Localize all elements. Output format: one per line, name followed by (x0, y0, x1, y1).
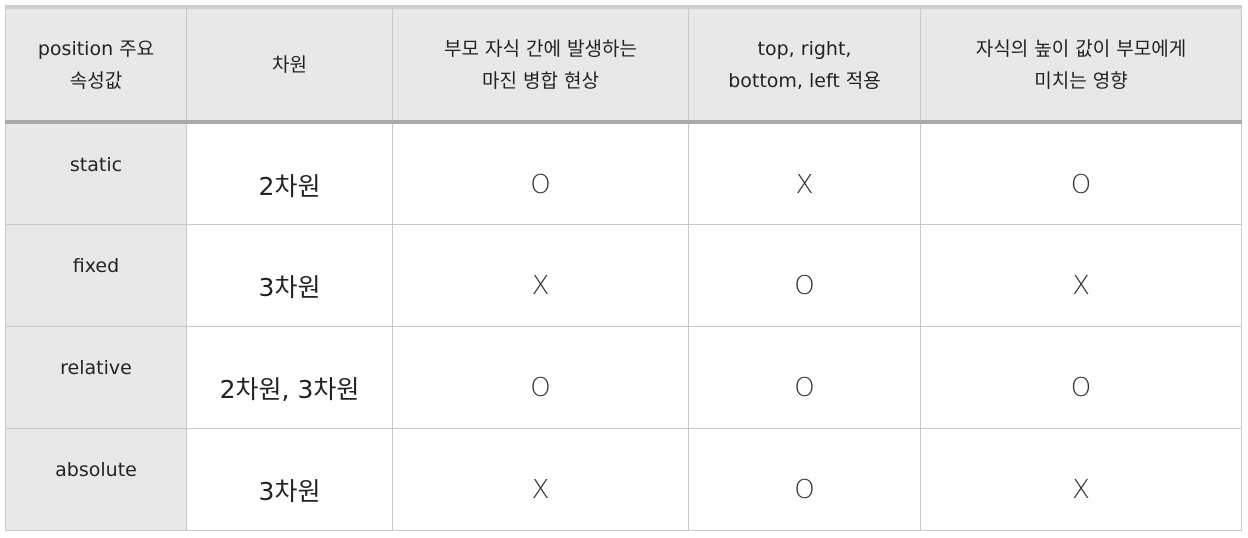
row-absolute-value: absolute (5, 427, 187, 531)
header-row: position 주요 속성값 차원 부모 자식 간에 발생하는 마진 병합 현… (5, 5, 1242, 124)
row-fixed-margin-collapse: X (392, 223, 689, 327)
table-body: static 2차원 O X O fixed 3차원 X O X relativ… (5, 121, 1242, 531)
header-margin-collapse: 부모 자식 간에 발생하는 마진 병합 현상 (392, 5, 689, 124)
header-child-height-effect: 자식의 높이 값이 부모에게 미치는 영향 (920, 5, 1242, 124)
row-static-margin-collapse: O (392, 121, 689, 225)
position-comparison-table: position 주요 속성값 차원 부모 자식 간에 발생하는 마진 병합 현… (5, 5, 1242, 531)
row-fixed-value: fixed (5, 223, 187, 327)
row-relative-value: relative (5, 325, 187, 429)
row-absolute-child-height-effect: X (920, 427, 1242, 531)
row-static-value: static (5, 121, 187, 225)
header-child-height-effect-line2: 미치는 영향 (1034, 69, 1128, 92)
row-relative-dimension: 2차원, 3차원 (186, 325, 393, 429)
header-offset-apply: top, right, bottom, left 적용 (688, 5, 921, 124)
header-child-height-effect-line1: 자식의 높이 값이 부모에게 (975, 37, 1187, 60)
header-dimension-line1: 차원 (272, 53, 307, 76)
row-absolute-margin-collapse: X (392, 427, 689, 531)
header-position-value-line1: position 주요 (37, 37, 155, 60)
row-fixed-child-height-effect: X (920, 223, 1242, 327)
table-header: position 주요 속성값 차원 부모 자식 간에 발생하는 마진 병합 현… (5, 5, 1242, 124)
row-absolute-dimension: 3차원 (186, 427, 393, 531)
table-row-fixed: fixed 3차원 X O X (5, 223, 1242, 327)
header-dimension: 차원 (186, 5, 393, 124)
row-fixed-dimension: 3차원 (186, 223, 393, 327)
row-relative-offset-apply: O (688, 325, 921, 429)
table-row-relative: relative 2차원, 3차원 O O O (5, 325, 1242, 429)
header-position-value-line2: 속성값 (69, 69, 123, 92)
header-offset-apply-line1: top, right, (757, 37, 852, 60)
row-relative-margin-collapse: O (392, 325, 689, 429)
row-relative-child-height-effect: O (920, 325, 1242, 429)
header-margin-collapse-line2: 마진 병합 현상 (482, 69, 599, 92)
row-static-dimension: 2차원 (186, 121, 393, 225)
position-comparison-table-wrapper: position 주요 속성값 차원 부모 자식 간에 발생하는 마진 병합 현… (5, 5, 1242, 531)
row-fixed-offset-apply: O (688, 223, 921, 327)
header-offset-apply-line2: bottom, left 적용 (728, 69, 881, 92)
row-static-child-height-effect: O (920, 121, 1242, 225)
table-row-static: static 2차원 O X O (5, 121, 1242, 225)
row-static-offset-apply: X (688, 121, 921, 225)
header-position-value: position 주요 속성값 (5, 5, 187, 124)
table-row-absolute: absolute 3차원 X O X (5, 427, 1242, 531)
header-margin-collapse-line1: 부모 자식 간에 발생하는 (444, 37, 637, 60)
row-absolute-offset-apply: O (688, 427, 921, 531)
